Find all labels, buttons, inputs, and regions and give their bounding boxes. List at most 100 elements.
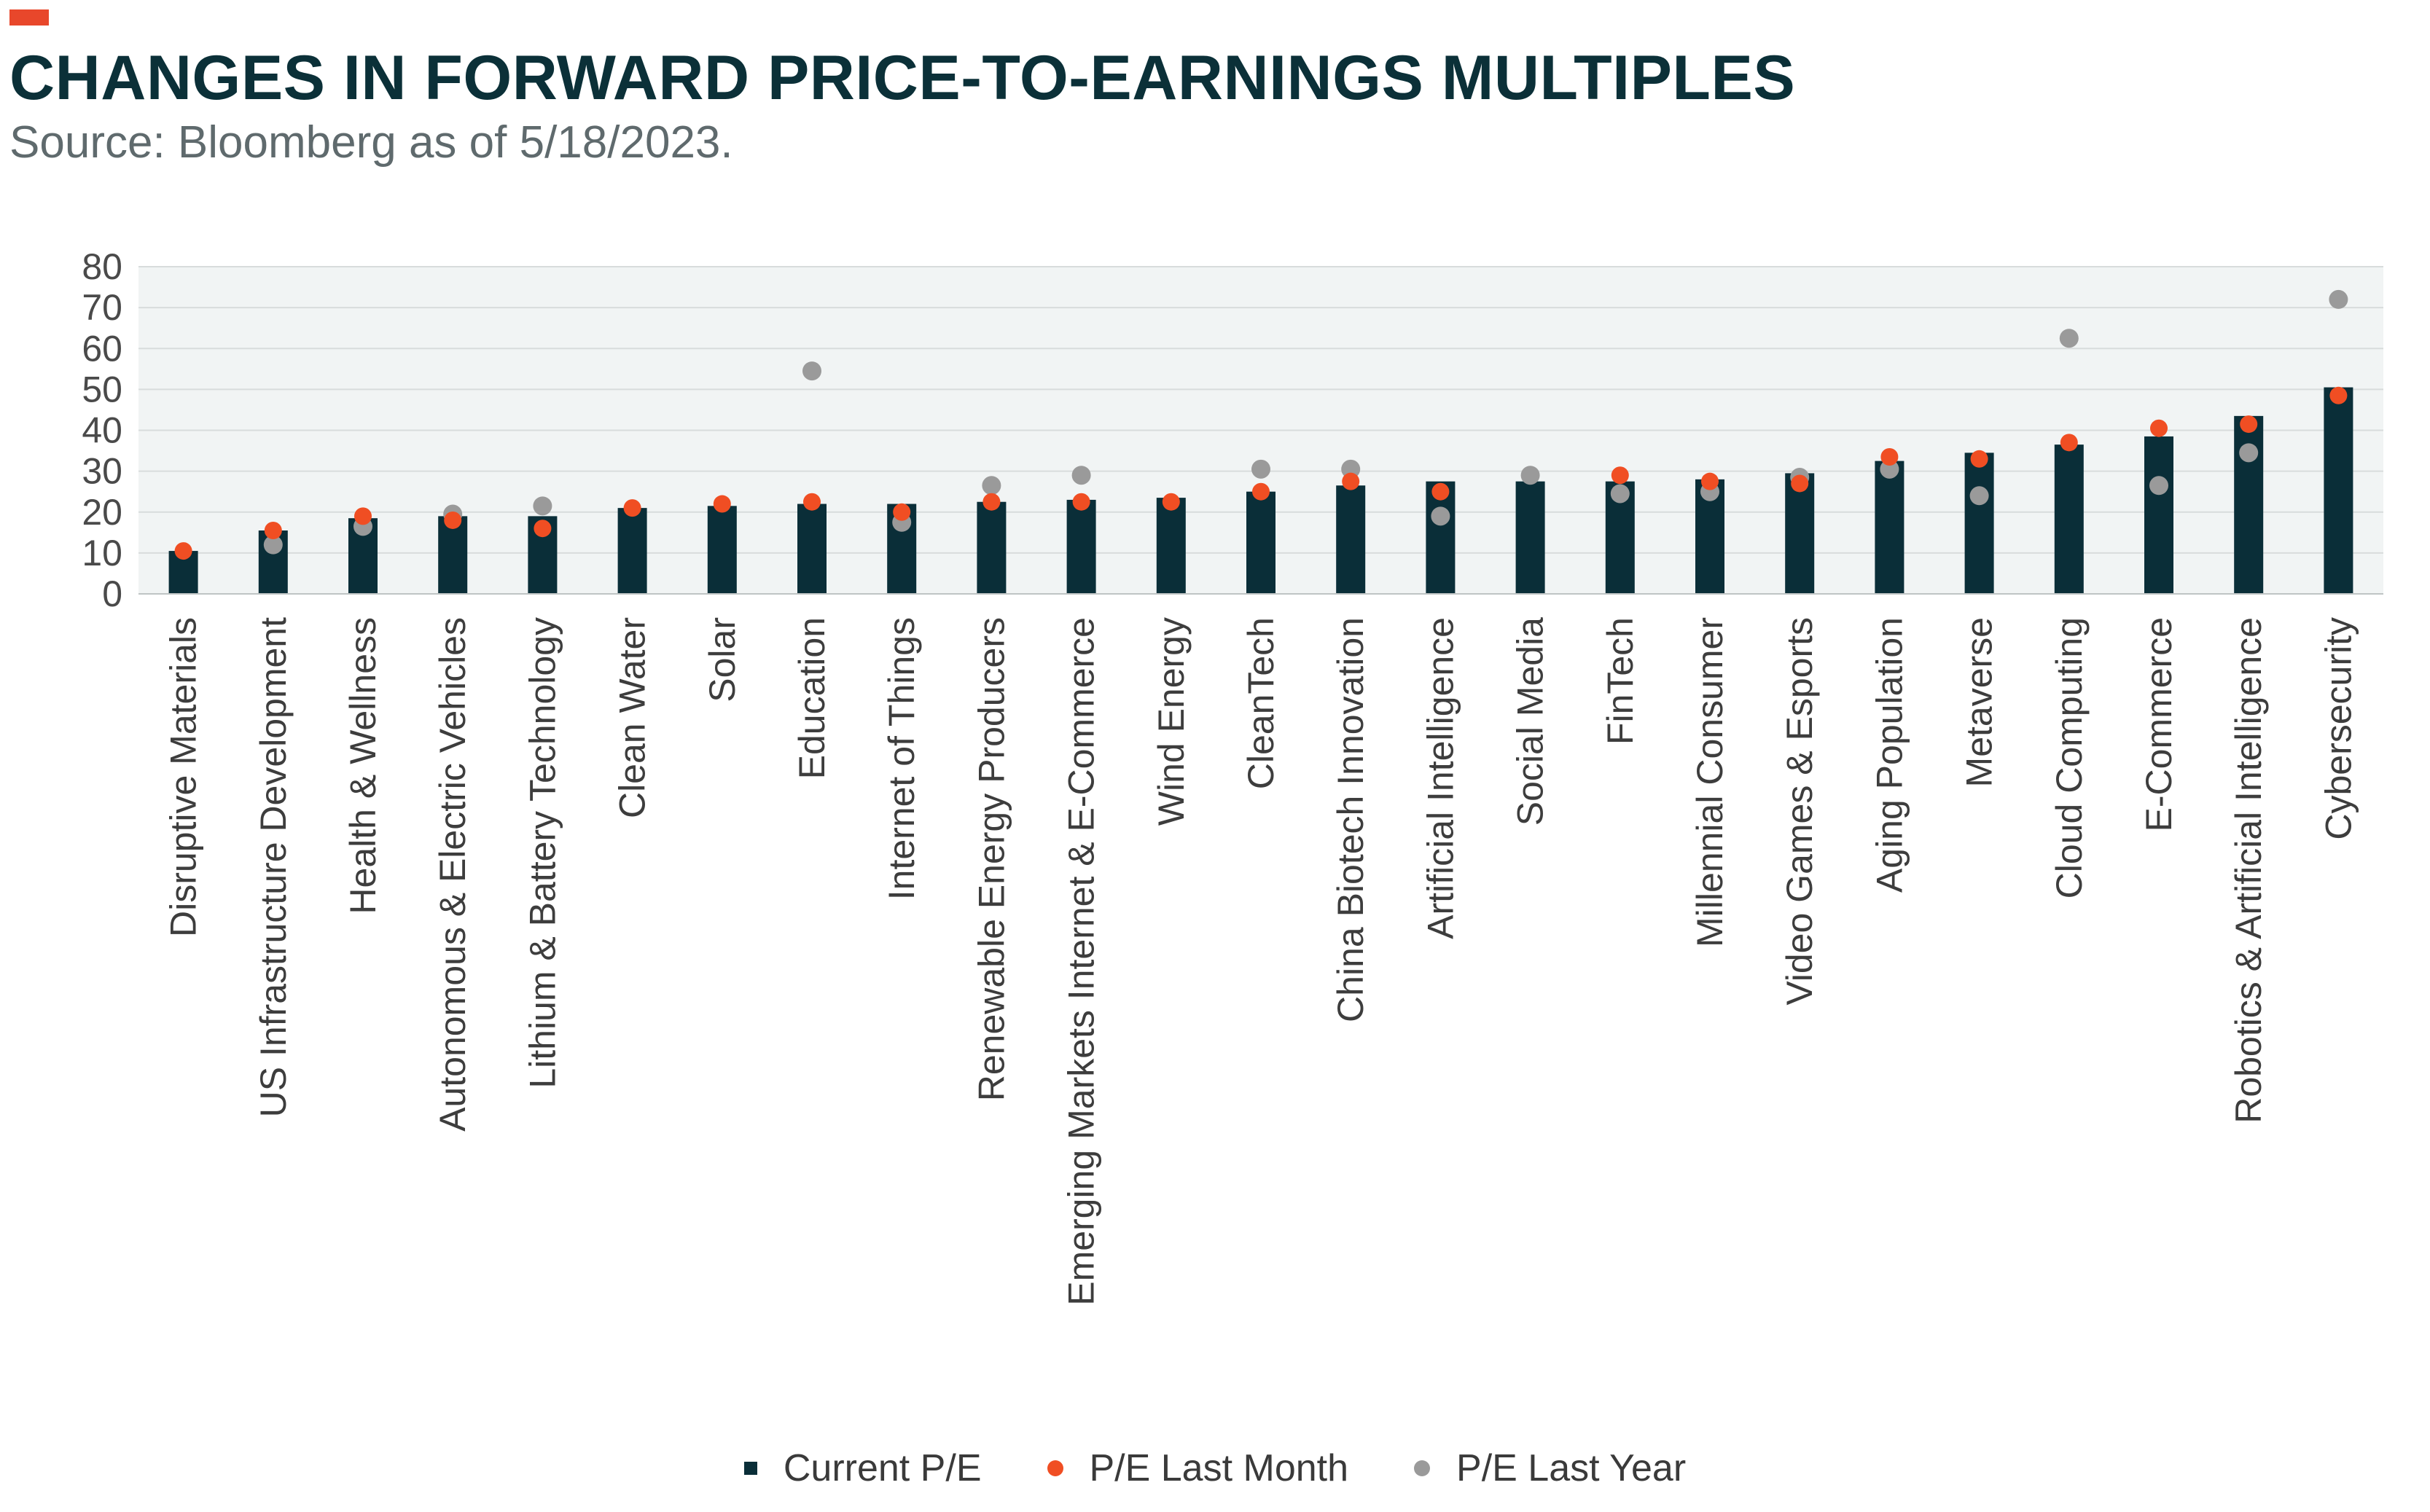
dot-pe-last-year bbox=[1610, 484, 1630, 504]
bar-current-pe bbox=[1785, 473, 1815, 594]
chart-source: Source: Bloomberg as of 5/18/2023. bbox=[9, 117, 733, 168]
bar-current-pe bbox=[707, 506, 737, 594]
y-tick-label: 0 bbox=[102, 573, 122, 614]
dot-pe-last-month bbox=[982, 493, 1001, 511]
dot-pe-last-month bbox=[1791, 474, 1809, 493]
dot-pe-last-month bbox=[264, 522, 282, 540]
dot-pe-last-year bbox=[1880, 459, 1899, 479]
dot-pe-last-year bbox=[2239, 443, 2259, 463]
accent-bar bbox=[9, 9, 49, 26]
legend-item-last-month: P/E Last Month bbox=[1047, 1446, 1348, 1490]
x-tick-label: Education bbox=[792, 617, 832, 779]
bar-current-pe bbox=[2234, 415, 2264, 594]
dot-pe-last-year bbox=[1251, 459, 1270, 479]
y-tick-label: 30 bbox=[82, 451, 122, 492]
bar-current-pe bbox=[2144, 436, 2173, 594]
bar-current-pe bbox=[2324, 387, 2353, 594]
dot-pe-last-month bbox=[1880, 447, 1899, 466]
legend: Current P/E P/E Last Month P/E Last Year bbox=[0, 1439, 2430, 1497]
bar-current-pe bbox=[2054, 444, 2084, 594]
dot-pe-last-month bbox=[1970, 450, 1988, 468]
dot-pe-last-month bbox=[1611, 466, 1629, 485]
legend-label-current: Current P/E bbox=[783, 1447, 982, 1489]
dot-pe-last-year bbox=[2059, 329, 2079, 348]
legend-swatch-current bbox=[743, 1462, 757, 1475]
dot-pe-last-month bbox=[1252, 482, 1270, 501]
dot-pe-last-year bbox=[2329, 289, 2348, 309]
dot-pe-last-year bbox=[533, 496, 552, 516]
x-tick-label: CleanTech bbox=[1241, 617, 1281, 789]
x-tick-label: Cybersecurity bbox=[2318, 617, 2359, 840]
dot-pe-last-month bbox=[1431, 482, 1450, 501]
bar-current-pe bbox=[1246, 491, 1275, 594]
legend-item-current: Current P/E bbox=[743, 1446, 982, 1490]
chart-title: CHANGES IN FORWARD PRICE-TO-EARNINGS MUL… bbox=[9, 43, 1796, 113]
legend-swatch-last-year bbox=[1414, 1460, 1431, 1476]
dot-pe-last-month bbox=[1072, 493, 1090, 511]
dot-pe-last-month bbox=[623, 499, 641, 517]
bar-current-pe bbox=[1066, 499, 1096, 594]
dot-pe-last-month bbox=[2060, 434, 2078, 452]
dot-pe-last-year bbox=[2149, 476, 2168, 495]
x-tick-label: Cloud Computing bbox=[2049, 617, 2090, 898]
x-tick-label: Robotics & Artificial Intelligence bbox=[2228, 617, 2269, 1124]
bar-current-pe bbox=[977, 501, 1007, 594]
dot-pe-last-month bbox=[1342, 472, 1360, 490]
bar-current-pe bbox=[1336, 485, 1366, 594]
dot-pe-last-year bbox=[1969, 486, 1989, 506]
y-tick-label: 20 bbox=[82, 492, 122, 533]
dot-pe-last-month bbox=[2329, 386, 2348, 404]
x-tick-label: Autonomous & Electric Vehicles bbox=[432, 617, 473, 1132]
y-tick-label: 70 bbox=[82, 287, 122, 328]
x-tick-label: Internet of Things bbox=[881, 617, 922, 900]
bar-current-pe bbox=[438, 516, 468, 594]
dot-pe-last-year bbox=[1071, 466, 1091, 485]
dot-pe-last-year bbox=[1520, 466, 1540, 485]
legend-swatch-last-month bbox=[1047, 1460, 1063, 1476]
x-tick-label: Aging Population bbox=[1869, 617, 1910, 893]
y-tick-label: 50 bbox=[82, 369, 122, 410]
x-tick-label: FinTech bbox=[1600, 617, 1641, 745]
bar-current-pe bbox=[1964, 453, 1994, 594]
x-tick-label: E-Commerce bbox=[2138, 617, 2179, 831]
dot-pe-last-month bbox=[893, 503, 911, 521]
y-tick-label: 10 bbox=[82, 533, 122, 573]
x-tick-label: Wind Energy bbox=[1151, 617, 1192, 826]
bar-current-pe bbox=[797, 504, 827, 594]
bar-current-pe bbox=[617, 508, 647, 594]
dot-pe-last-month bbox=[174, 542, 192, 560]
x-tick-label: Millennial Consumer bbox=[1689, 617, 1730, 947]
x-tick-label: Clean Water bbox=[612, 617, 653, 818]
y-tick-label: 40 bbox=[82, 410, 122, 451]
x-tick-label: China Biotech Innovation bbox=[1330, 617, 1371, 1022]
dot-pe-last-year bbox=[982, 476, 1001, 495]
x-tick-label: Disruptive Materials bbox=[163, 617, 204, 937]
bar-current-pe bbox=[1515, 481, 1545, 594]
bar-current-pe bbox=[1875, 461, 1904, 594]
x-tick-label: Social Media bbox=[1510, 617, 1551, 826]
bar-current-pe bbox=[1156, 498, 1186, 594]
dot-pe-last-year bbox=[1431, 506, 1450, 526]
x-tick-label: Metaverse bbox=[1959, 617, 2000, 787]
x-tick-label: Solar bbox=[702, 617, 743, 702]
dot-pe-last-month bbox=[534, 520, 552, 538]
y-tick-label: 60 bbox=[82, 328, 122, 369]
y-tick-label: 80 bbox=[82, 246, 122, 287]
legend-item-last-year: P/E Last Year bbox=[1414, 1446, 1686, 1490]
dot-pe-last-month bbox=[1162, 493, 1180, 511]
dot-pe-last-year bbox=[263, 535, 283, 555]
dot-pe-last-month bbox=[354, 507, 372, 525]
x-tick-label: Lithium & Battery Technology bbox=[522, 617, 563, 1089]
x-tick-label: Artificial Intelligence bbox=[1420, 617, 1461, 939]
legend-label-last-year: P/E Last Year bbox=[1456, 1447, 1687, 1489]
dot-pe-last-month bbox=[713, 495, 731, 513]
dot-pe-last-month bbox=[2150, 419, 2168, 437]
dot-pe-last-month bbox=[1701, 472, 1719, 490]
dot-pe-last-year bbox=[1341, 459, 1361, 479]
x-tick-label: Emerging Markets Internet & E-Commerce bbox=[1061, 617, 1102, 1306]
dot-pe-last-year bbox=[802, 361, 821, 381]
x-tick-label: Renewable Energy Producers bbox=[971, 617, 1012, 1101]
dot-pe-last-month bbox=[444, 511, 462, 529]
dot-pe-last-month bbox=[2240, 415, 2258, 434]
